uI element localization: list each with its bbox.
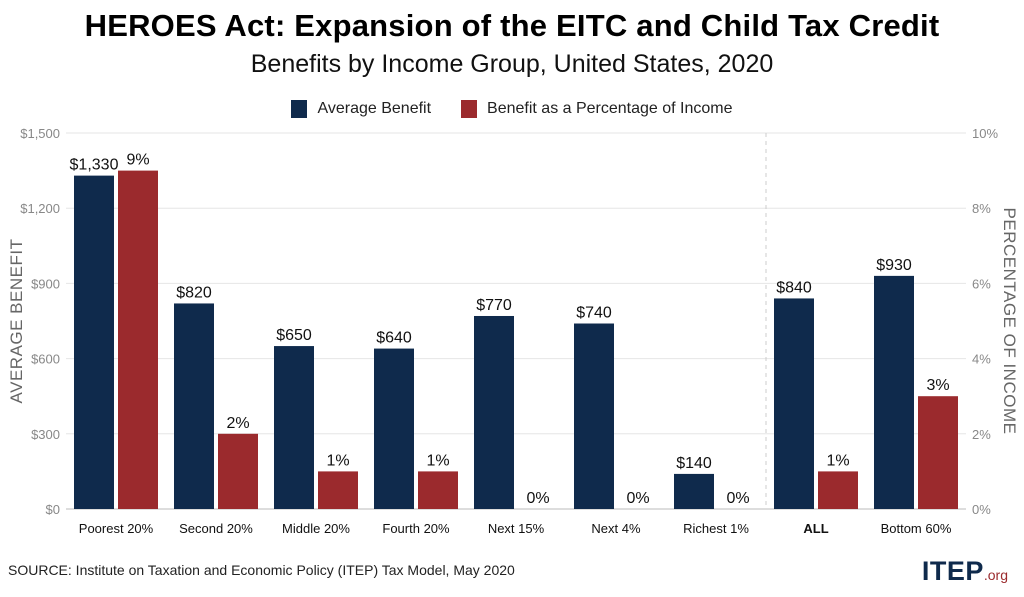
bar-percentage-income — [418, 471, 458, 509]
y-tick-label-right: 0% — [972, 502, 991, 517]
x-tick-label: Next 15% — [488, 521, 545, 536]
legend-swatch-percentage — [461, 100, 478, 118]
data-label-average-benefit: $740 — [576, 305, 612, 322]
legend-swatch-average-benefit — [291, 100, 308, 118]
y-tick-label-left: $300 — [31, 427, 60, 442]
bar-average-benefit — [874, 275, 914, 509]
data-label-percentage: 1% — [326, 452, 349, 469]
legend-item-average-benefit: Average Benefit — [291, 100, 431, 118]
bar-percentage-income — [318, 471, 358, 509]
bar-average-benefit — [574, 323, 614, 509]
legend-label-percentage: Benefit as a Percentage of Income — [487, 100, 733, 117]
x-tick-label: Next 4% — [591, 521, 641, 536]
y-tick-label-left: $1,500 — [20, 126, 60, 141]
chart-subtitle: Benefits by Income Group, United States,… — [250, 50, 774, 78]
bar-percentage-income — [818, 471, 858, 509]
x-tick-label: Richest 1% — [683, 521, 749, 536]
data-label-percentage: 0% — [726, 490, 749, 507]
data-label-average-benefit: $840 — [776, 279, 812, 296]
chart-title: HEROES Act: Expansion of the EITC and Ch… — [84, 8, 940, 43]
data-label-percentage: 1% — [426, 452, 449, 469]
bar-average-benefit — [274, 346, 314, 509]
x-tick-label: Poorest 20% — [79, 521, 154, 536]
y-tick-label-left: $900 — [31, 276, 60, 291]
bar-average-benefit — [774, 298, 814, 509]
bar-average-benefit — [474, 315, 514, 509]
data-label-average-benefit: $1,330 — [70, 157, 119, 174]
y-axis-title-right: PERCENTAGE OF INCOME — [1000, 208, 1019, 435]
data-label-average-benefit: $930 — [876, 257, 912, 274]
x-tick-label: ALL — [803, 521, 828, 536]
y-tick-label-right: 2% — [972, 427, 991, 442]
x-tick-label: Middle 20% — [282, 521, 350, 536]
data-label-average-benefit: $140 — [676, 455, 712, 472]
y-axis-title-left: AVERAGE BENEFIT — [7, 239, 26, 404]
y-tick-label-left: $0 — [46, 502, 60, 517]
bar-average-benefit — [74, 175, 114, 509]
itep-logo: ITEP.org — [922, 556, 1008, 587]
y-tick-label-right: 8% — [972, 201, 991, 216]
data-label-percentage: 0% — [526, 490, 549, 507]
x-tick-label: Bottom 60% — [881, 521, 952, 536]
y-tick-label-left: $1,200 — [20, 201, 60, 216]
legend-item-percentage: Benefit as a Percentage of Income — [461, 100, 733, 118]
bar-average-benefit — [674, 473, 714, 509]
y-tick-label-left: $600 — [31, 352, 60, 367]
data-label-percentage: 2% — [226, 415, 249, 432]
data-label-percentage: 1% — [826, 452, 849, 469]
data-label-percentage: 9% — [126, 152, 149, 169]
x-tick-label: Fourth 20% — [382, 521, 450, 536]
legend: Average Benefit Benefit as a Percentage … — [0, 100, 1024, 118]
logo-suffix: .org — [983, 567, 1008, 583]
y-tick-label-right: 4% — [972, 352, 991, 367]
data-label-average-benefit: $640 — [376, 330, 412, 347]
data-label-average-benefit: $770 — [476, 297, 512, 314]
data-label-average-benefit: $820 — [176, 284, 212, 301]
logo-main: ITEP — [921, 556, 984, 586]
data-label-percentage: 0% — [626, 490, 649, 507]
y-tick-label-right: 6% — [972, 276, 991, 291]
bar-average-benefit — [174, 303, 214, 509]
data-label-average-benefit: $650 — [276, 327, 312, 344]
bar-average-benefit — [374, 348, 414, 509]
source-note: SOURCE: Institute on Taxation and Econom… — [8, 562, 515, 578]
y-tick-label-right: 10% — [972, 126, 998, 141]
bar-percentage-income — [918, 396, 958, 509]
bar-percentage-income — [118, 170, 158, 509]
data-label-percentage: 3% — [926, 377, 949, 394]
x-tick-label: Second 20% — [179, 521, 253, 536]
legend-label-average-benefit: Average Benefit — [317, 100, 432, 117]
bar-percentage-income — [218, 433, 258, 509]
